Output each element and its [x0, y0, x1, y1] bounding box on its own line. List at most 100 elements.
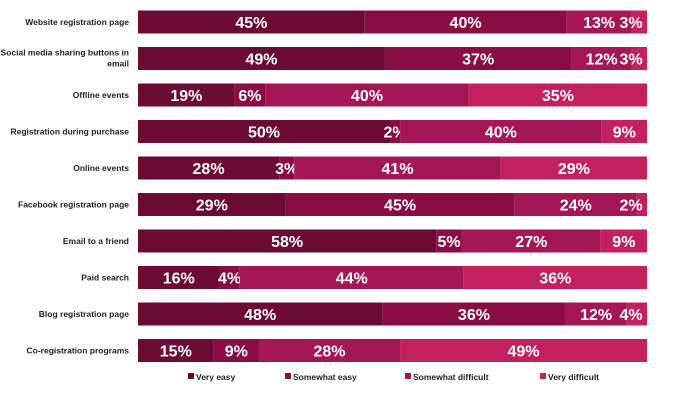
bar-segment: [626, 302, 647, 326]
bar-segment: [138, 302, 383, 326]
data-label: 9%: [225, 344, 248, 361]
bar-segment: [468, 83, 647, 107]
bar-segment: [285, 193, 515, 216]
legend-swatch: [540, 373, 546, 379]
data-label: 58%: [271, 234, 303, 251]
bar-segment: [500, 156, 647, 180]
data-label: 49%: [245, 52, 277, 69]
data-label: 5%: [437, 234, 460, 251]
bar-segment: [258, 339, 401, 362]
data-label: 3%: [275, 161, 298, 178]
bar-segment: [138, 83, 235, 107]
data-label: 3%: [619, 52, 642, 69]
bar-segment: [463, 266, 647, 289]
bar-segment: [636, 193, 647, 216]
bar-segment: [389, 120, 401, 143]
bar-segment: [565, 302, 627, 326]
data-label: 4%: [619, 307, 642, 324]
bar-segment: [219, 266, 240, 289]
bar-segment: [279, 156, 295, 180]
data-label: 48%: [244, 307, 276, 324]
bar-segment: [571, 47, 632, 70]
category-label: Facebook registration page: [18, 200, 129, 210]
bar-segment: [600, 229, 647, 253]
data-label: 37%: [462, 52, 494, 69]
legend: Very easy Somewhat easy Somewhat difficult…: [188, 372, 599, 382]
bar-segment: [234, 83, 266, 107]
bar-segment: [138, 266, 220, 289]
data-label: 4%: [218, 271, 241, 288]
bar-segment: [138, 120, 390, 143]
legend-label: Very difficult: [548, 372, 599, 382]
data-label: 24%: [560, 198, 592, 215]
data-label: 29%: [196, 198, 228, 215]
data-label: 49%: [508, 344, 540, 361]
data-label: 40%: [450, 15, 482, 32]
bar-segment: [138, 47, 385, 70]
category-label: Social media sharing buttons in email: [1, 48, 129, 69]
category-label: Website registration page: [25, 17, 129, 27]
legend-label: Very easy: [196, 372, 236, 382]
data-label: 9%: [613, 125, 636, 142]
bar-segment: [400, 120, 602, 143]
data-label: 13%: [583, 15, 615, 32]
legend-label: Somewhat easy: [293, 372, 357, 382]
category-label: Email to a friend: [63, 236, 129, 246]
bar-segment: [138, 10, 365, 34]
bar-segment: [514, 193, 637, 216]
bar-segment: [382, 302, 566, 326]
bar-segment: [631, 10, 647, 34]
data-label: 9%: [612, 234, 635, 251]
legend-swatch: [285, 373, 291, 379]
data-label: 19%: [170, 88, 202, 105]
data-label: 36%: [458, 307, 490, 324]
legend-swatch: [405, 373, 411, 379]
data-label: 6%: [238, 88, 261, 105]
bar-segment: [364, 10, 567, 34]
bar-segment: [631, 47, 647, 70]
data-label: 40%: [351, 88, 383, 105]
data-label: 50%: [248, 125, 280, 142]
bar-segment: [138, 229, 437, 253]
category-labels-group: Website registration page Social media sh…: [1, 17, 130, 356]
data-label: 15%: [160, 344, 192, 361]
bar-segment: [461, 229, 601, 253]
bars-group: 45% 40% 13% 3%49% 37% 12% 3%19% 6% 40% 35%50% 2% 40…: [138, 10, 647, 362]
category-label: Co-registration programs: [27, 346, 130, 356]
category-label: Registration during purchase: [10, 127, 129, 137]
category-label: Paid search: [81, 273, 129, 283]
bar-segment: [294, 156, 501, 180]
bar-segment: [436, 229, 462, 253]
data-label: 3%: [619, 15, 642, 32]
data-label: 35%: [542, 88, 574, 105]
bar-segment: [239, 266, 464, 289]
legend-swatch: [188, 373, 194, 379]
bar-segment: [265, 83, 469, 107]
data-label: 28%: [313, 344, 345, 361]
bar-segment: [566, 10, 632, 34]
category-label: Blog registration page: [39, 309, 129, 319]
data-label: 2%: [619, 198, 642, 215]
bar-segment: [138, 156, 280, 180]
bar-segment: [601, 120, 647, 143]
data-label: 12%: [586, 52, 618, 69]
data-label: 12%: [580, 307, 612, 324]
data-label: 45%: [235, 15, 267, 32]
data-label: 41%: [382, 161, 414, 178]
bar-segment: [138, 193, 286, 216]
bar-segment: [400, 339, 647, 362]
data-label: 44%: [336, 271, 368, 288]
bar-segment: [138, 339, 214, 362]
category-label: Online events: [73, 163, 129, 173]
legend-label: Somewhat difficult: [413, 372, 489, 382]
data-label: 29%: [558, 161, 590, 178]
data-label: 36%: [539, 271, 571, 288]
bar-segment: [384, 47, 572, 70]
data-label: 27%: [515, 234, 547, 251]
category-label: Offline events: [73, 90, 129, 100]
data-label: 45%: [384, 198, 416, 215]
bar-segment: [213, 339, 259, 362]
data-label: 16%: [163, 271, 195, 288]
data-label: 28%: [193, 161, 225, 178]
